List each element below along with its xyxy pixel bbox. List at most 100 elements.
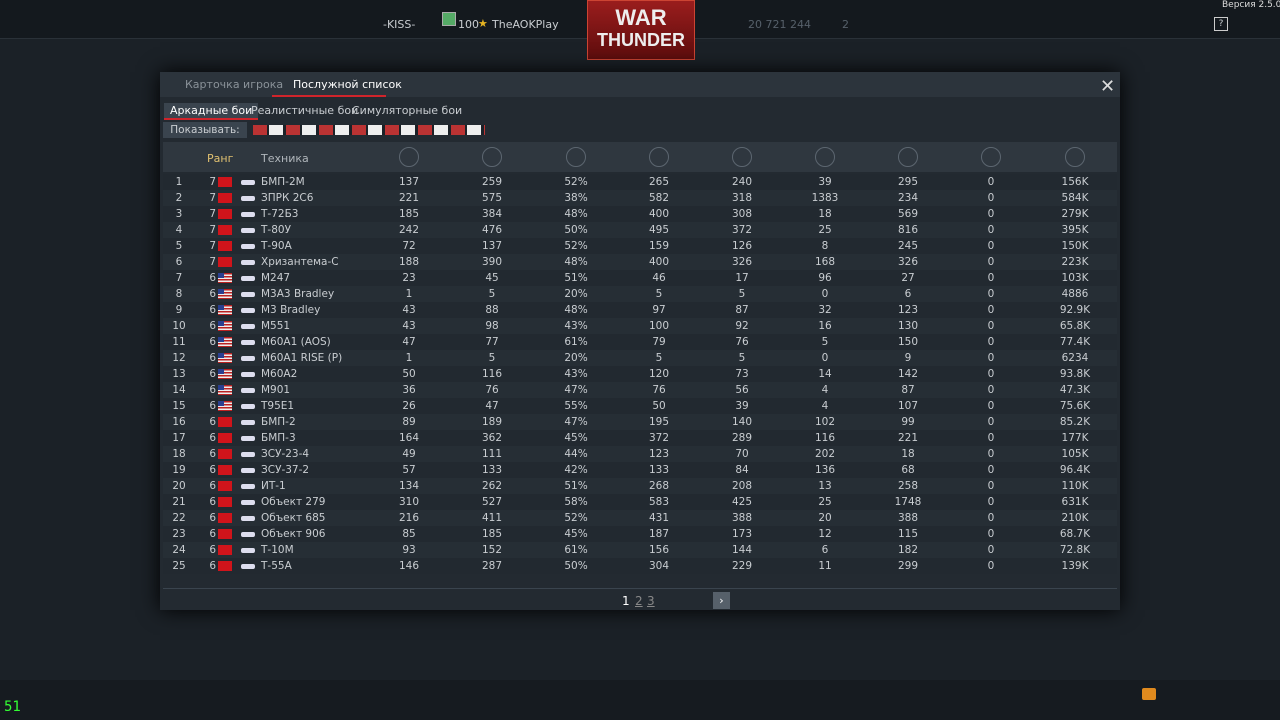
stat-cell: 575 [481, 192, 503, 204]
table-row[interactable] [163, 286, 1117, 302]
header-icon[interactable] [1065, 147, 1085, 167]
header-icon[interactable] [482, 147, 502, 167]
mode-tab[interactable]: Реалистичные бои [251, 104, 359, 117]
close-button[interactable]: ✕ [1100, 76, 1116, 97]
mail-icon[interactable] [1142, 688, 1156, 700]
bottom-bar [0, 680, 1280, 720]
row-index: 16 [172, 416, 186, 428]
stat-cell: 56 [735, 384, 749, 396]
stat-cell: 79 [652, 336, 666, 348]
stat-cell: 20 [818, 512, 832, 524]
stat-cell: 98 [485, 320, 499, 332]
table-row[interactable] [163, 494, 1117, 510]
stat-cell: 0 [987, 528, 995, 540]
stat-cell: 185 [398, 208, 420, 220]
filter-button[interactable]: Показывать: [163, 122, 247, 138]
stat-cell: 43% [564, 320, 588, 332]
stat-cell: 25 [818, 496, 832, 508]
table-row[interactable] [163, 446, 1117, 462]
table-row[interactable] [163, 414, 1117, 430]
stat-cell: 52% [564, 512, 588, 524]
flag [218, 289, 232, 299]
logo[interactable]: WAR THUNDER [587, 0, 695, 60]
table-row[interactable] [163, 430, 1117, 446]
table-row[interactable] [163, 302, 1117, 318]
help-button[interactable]: ? [1214, 17, 1228, 31]
row-index: 4 [175, 224, 183, 236]
stat-cell: 262 [481, 480, 503, 492]
stat-cell: 150 [897, 336, 919, 348]
header-icon[interactable] [566, 147, 586, 167]
header-icon[interactable] [399, 147, 419, 167]
table-row[interactable] [163, 174, 1117, 190]
stat-cell: 20% [564, 288, 588, 300]
vehicle-icon [241, 260, 255, 265]
mode-tab-active[interactable]: Аркадные бои [164, 103, 259, 120]
header-rank[interactable]: Ранг [207, 152, 234, 165]
stat-cell: 16 [818, 320, 832, 332]
tab-active[interactable]: Послужной список [293, 78, 402, 91]
stat-cell: 18 [818, 208, 832, 220]
table-row[interactable] [163, 334, 1117, 350]
table-row[interactable] [163, 190, 1117, 206]
header-vehicle[interactable]: Техника [261, 152, 309, 165]
flag-canton [218, 353, 224, 358]
stat-cell: 137 [398, 176, 420, 188]
table-row[interactable] [163, 238, 1117, 254]
stat-cell: 100 [648, 320, 670, 332]
table-row[interactable] [163, 222, 1117, 238]
header-icon[interactable] [981, 147, 1001, 167]
table-row[interactable] [163, 382, 1117, 398]
stat-cell: 123 [897, 304, 919, 316]
table-row[interactable] [163, 270, 1117, 286]
stat-cell: 48% [564, 304, 588, 316]
table-row[interactable] [163, 558, 1117, 574]
tab[interactable]: Карточка игрока [185, 78, 284, 91]
page-link[interactable]: 2 [635, 594, 643, 608]
table-row[interactable] [163, 350, 1117, 366]
stat-cell: 388 [897, 512, 919, 524]
stat-cell: 384 [481, 208, 503, 220]
vehicle-name: M60A2 [261, 368, 298, 380]
stat-cell: 123 [648, 448, 670, 460]
table-row[interactable] [163, 462, 1117, 478]
stat-cell: 93.8K [1059, 368, 1091, 380]
stat-cell: 234 [897, 192, 919, 204]
stat-cell: 50% [564, 560, 588, 572]
table-row[interactable] [163, 542, 1117, 558]
stat-cell: 0 [987, 352, 995, 364]
stat-cell: 164 [398, 432, 420, 444]
stat-cell: 0 [987, 400, 995, 412]
stat-cell: 48% [564, 208, 588, 220]
stat-cell: 0 [821, 352, 829, 364]
table-row[interactable] [163, 526, 1117, 542]
header-icon[interactable] [732, 147, 752, 167]
stat-cell: 388 [731, 512, 753, 524]
header-icon[interactable] [649, 147, 669, 167]
star-icon: ★ [478, 17, 488, 30]
table-row[interactable] [163, 366, 1117, 382]
page-link[interactable]: 3 [647, 594, 655, 608]
header-icon[interactable] [898, 147, 918, 167]
stat-cell: 495 [648, 224, 670, 236]
table-row[interactable] [163, 206, 1117, 222]
page-link-current[interactable]: 1 [622, 594, 630, 608]
mode-tab[interactable]: Симуляторные бои [352, 104, 463, 117]
next-page[interactable]: › [713, 592, 730, 609]
flag [218, 385, 232, 395]
table-row[interactable] [163, 318, 1117, 334]
vehicle-name: Т-10М [261, 544, 294, 556]
stat-cell: 0 [821, 288, 829, 300]
version: Версия 2.5.0.39 [1222, 0, 1280, 10]
table-row[interactable] [163, 398, 1117, 414]
table-row[interactable] [163, 478, 1117, 494]
nation-filters[interactable] [253, 125, 485, 135]
vehicle-icon [241, 180, 255, 185]
stat-cell: 136 [814, 464, 836, 476]
header-icon[interactable] [815, 147, 835, 167]
stat-cell: 107 [897, 400, 919, 412]
table-row[interactable] [163, 254, 1117, 270]
vehicle-icon [241, 244, 255, 249]
table-row[interactable] [163, 510, 1117, 526]
stat-cell: 57 [402, 464, 416, 476]
